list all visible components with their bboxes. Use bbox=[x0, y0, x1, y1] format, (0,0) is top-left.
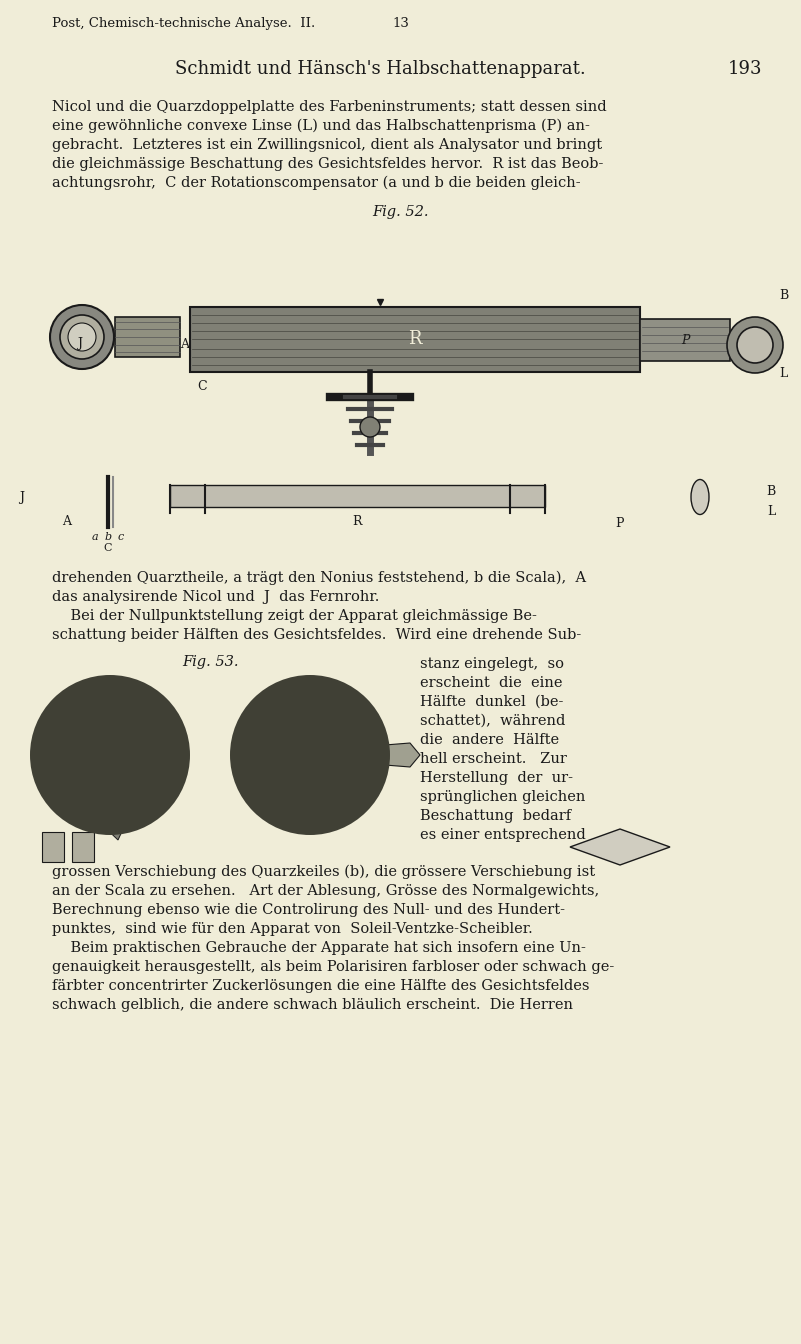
Polygon shape bbox=[42, 832, 64, 862]
Circle shape bbox=[347, 727, 355, 735]
Text: achtungsrohr,  C der Rotationscompensator (a und b die beiden gleich-: achtungsrohr, C der Rotationscompensator… bbox=[52, 176, 581, 191]
Text: gebracht.  Letzteres ist ein Zwillingsnicol, dient als Analysator und bringt: gebracht. Letzteres ist ein Zwillingsnic… bbox=[52, 138, 602, 152]
Circle shape bbox=[250, 695, 370, 814]
Text: drehenden Quarztheile, a trägt den Nonius feststehend, b die Scala),  A: drehenden Quarztheile, a trägt den Noniu… bbox=[52, 571, 586, 586]
Text: Beim praktischen Gebrauche der Apparate hat sich insofern eine Un-: Beim praktischen Gebrauche der Apparate … bbox=[52, 941, 586, 956]
Bar bbox=[640, 319, 730, 362]
Text: schattung beider Hälften des Gesichtsfeldes.  Wird eine drehende Sub-: schattung beider Hälften des Gesichtsfel… bbox=[52, 628, 582, 642]
Text: es einer entsprechend: es einer entsprechend bbox=[420, 828, 586, 841]
Circle shape bbox=[230, 675, 390, 835]
Text: schattet),  während: schattet), während bbox=[420, 714, 566, 728]
Text: Post, Chemisch-technische Analyse.  II.: Post, Chemisch-technische Analyse. II. bbox=[52, 17, 316, 30]
Circle shape bbox=[255, 700, 365, 810]
Text: J: J bbox=[78, 337, 83, 351]
Text: das analysirende Nicol und  J  das Fernrohr.: das analysirende Nicol und J das Fernroh… bbox=[52, 590, 380, 603]
Circle shape bbox=[50, 305, 114, 370]
Text: L: L bbox=[767, 505, 776, 517]
Text: Beschattung  bedarf: Beschattung bedarf bbox=[420, 809, 571, 823]
Text: Nicol und die Quarzdoppelplatte des Farbeninstruments; statt dessen sind: Nicol und die Quarzdoppelplatte des Farb… bbox=[52, 99, 606, 114]
Text: hell erscheint.   Zur: hell erscheint. Zur bbox=[420, 753, 567, 766]
Bar bbox=[115, 317, 180, 358]
Polygon shape bbox=[72, 832, 94, 862]
Circle shape bbox=[66, 774, 74, 782]
Circle shape bbox=[737, 327, 773, 363]
Text: P: P bbox=[616, 517, 624, 530]
Circle shape bbox=[360, 417, 380, 437]
Text: Schmidt und Hänsch's Halbschattenapparat.: Schmidt und Hänsch's Halbschattenapparat… bbox=[175, 60, 586, 78]
Text: A: A bbox=[62, 515, 71, 528]
Text: B: B bbox=[767, 485, 776, 499]
Circle shape bbox=[65, 710, 155, 800]
Circle shape bbox=[50, 695, 170, 814]
Text: 13: 13 bbox=[392, 17, 409, 30]
Circle shape bbox=[280, 724, 340, 785]
Text: Fig. 52.: Fig. 52. bbox=[372, 206, 429, 219]
Text: genauigkeit herausgestellt, als beim Polarisiren farbloser oder schwach ge-: genauigkeit herausgestellt, als beim Pol… bbox=[52, 960, 614, 974]
Text: b: b bbox=[104, 532, 111, 542]
Circle shape bbox=[55, 700, 165, 810]
Circle shape bbox=[68, 323, 96, 351]
Circle shape bbox=[80, 724, 140, 785]
Text: grossen Verschiebung des Quarzkeiles (b), die grössere Verschiebung ist: grossen Verschiebung des Quarzkeiles (b)… bbox=[52, 866, 595, 879]
Text: 193: 193 bbox=[727, 60, 762, 78]
Circle shape bbox=[265, 774, 273, 782]
Text: Herstellung  der  ur-: Herstellung der ur- bbox=[420, 771, 573, 785]
Text: Hälfte  dunkel  (be-: Hälfte dunkel (be- bbox=[420, 695, 563, 710]
Text: sprünglichen gleichen: sprünglichen gleichen bbox=[420, 790, 586, 804]
Text: Bei der Nullpunktstellung zeigt der Apparat gleichmässige Be-: Bei der Nullpunktstellung zeigt der Appa… bbox=[52, 609, 537, 624]
Text: färbter concentrirter Zuckerlösungen die eine Hälfte des Gesichtsfeldes: färbter concentrirter Zuckerlösungen die… bbox=[52, 978, 590, 993]
Polygon shape bbox=[360, 743, 420, 767]
Ellipse shape bbox=[283, 738, 337, 771]
Text: die gleichmässige Beschattung des Gesichtsfeldes hervor.  R ist das Beob-: die gleichmässige Beschattung des Gesich… bbox=[52, 157, 603, 171]
Text: L: L bbox=[779, 367, 787, 380]
Text: die  andere  Hälfte: die andere Hälfte bbox=[420, 732, 559, 747]
Circle shape bbox=[265, 710, 355, 800]
Text: R: R bbox=[352, 515, 362, 528]
Text: stanz eingelegt,  so: stanz eingelegt, so bbox=[420, 657, 564, 671]
Ellipse shape bbox=[691, 480, 709, 515]
Text: Fig. 53.: Fig. 53. bbox=[182, 655, 238, 669]
Text: R: R bbox=[409, 331, 422, 348]
Circle shape bbox=[238, 683, 382, 827]
Text: P: P bbox=[681, 333, 689, 347]
Circle shape bbox=[60, 314, 104, 359]
Text: erscheint  die  eine: erscheint die eine bbox=[420, 676, 562, 689]
Bar bbox=[190, 306, 640, 372]
Text: Berechnung ebenso wie die Controlirung des Null- und des Hundert-: Berechnung ebenso wie die Controlirung d… bbox=[52, 903, 565, 917]
Ellipse shape bbox=[83, 738, 138, 771]
Polygon shape bbox=[570, 829, 670, 866]
Bar bbox=[170, 485, 545, 507]
Text: J: J bbox=[19, 491, 25, 504]
Circle shape bbox=[147, 727, 155, 735]
Circle shape bbox=[727, 317, 783, 374]
Polygon shape bbox=[92, 800, 125, 840]
Text: an der Scala zu ersehen.   Art der Ablesung, Grösse des Normalgewichts,: an der Scala zu ersehen. Art der Ablesun… bbox=[52, 884, 599, 898]
Circle shape bbox=[38, 683, 182, 827]
Text: punktes,  sind wie für den Apparat von  Soleil-Ventzke-Scheibler.: punktes, sind wie für den Apparat von So… bbox=[52, 922, 533, 935]
Text: a: a bbox=[91, 532, 99, 542]
Text: B: B bbox=[779, 289, 788, 302]
Text: schwach gelblich, die andere schwach bläulich erscheint.  Die Herren: schwach gelblich, die andere schwach blä… bbox=[52, 999, 573, 1012]
Text: C: C bbox=[104, 543, 112, 552]
Circle shape bbox=[30, 675, 190, 835]
Text: eine gewöhnliche convexe Linse (L) und das Halbschattenprisma (P) an-: eine gewöhnliche convexe Linse (L) und d… bbox=[52, 120, 590, 133]
Text: c: c bbox=[118, 532, 124, 542]
Text: C: C bbox=[197, 380, 207, 392]
Text: A: A bbox=[180, 337, 190, 351]
